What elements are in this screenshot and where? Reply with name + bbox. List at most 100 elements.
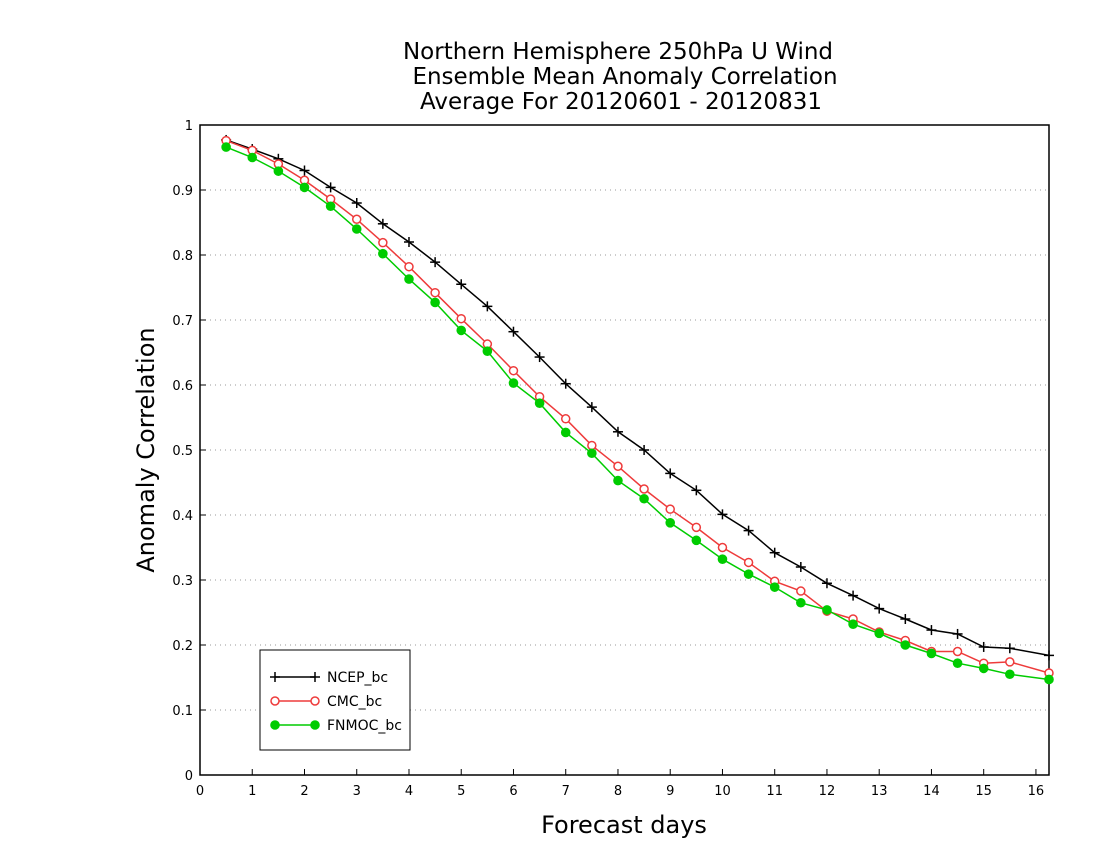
data-point-NCEP_bc-30: [1004, 643, 1015, 654]
x-tick-label-16: 16: [1028, 784, 1045, 799]
x-tick-label-8: 8: [614, 784, 622, 799]
legend-marker-CMC_bc-start: [270, 696, 280, 706]
data-point-FNMOC_bc-26: [900, 640, 911, 650]
data-point-CMC_bc-30: [1005, 657, 1015, 667]
y-tick-label-3: 0.3: [172, 574, 193, 589]
data-point-NCEP_bc-23: [821, 578, 832, 589]
x-tick-label-1: 1: [248, 784, 256, 799]
data-point-FNMOC_bc-14: [587, 448, 597, 459]
data-point-FNMOC_bc-10: [482, 346, 493, 357]
x-tick-label-5: 5: [457, 784, 465, 799]
x-tick-label-0: 0: [196, 784, 204, 799]
legend-marker-NCEP_bc-end: [310, 672, 320, 682]
series-line-CMC_bc: [225, 139, 1050, 674]
y-tick-label-7: 0.7: [172, 314, 193, 329]
data-point-FNMOC_bc-13: [560, 427, 571, 438]
data-point-FNMOC_bc-15: [613, 475, 623, 486]
data-point-NCEP_bc-8: [430, 257, 441, 268]
y-axis-ticks: 0 0.1 0.2 0.3 0.4 0.5 0.6 0.7 0.8 0.9 1: [172, 119, 206, 784]
data-point-FNMOC_bc-19: [717, 554, 728, 565]
grid-lines: [200, 189, 1049, 711]
legend-label-CMC_bc: CMC_bc: [327, 694, 382, 710]
x-axis-ticks: 0 1 2 3 4 5 6 7 8 9 10 11 12 13 14 15 16: [196, 769, 1044, 799]
data-point-CMC_bc-8: [430, 287, 440, 298]
x-tick-label-6: 6: [509, 784, 517, 799]
data-point-FNMOC_bc-1: [247, 152, 258, 163]
data-point-FNMOC_bc-18: [691, 535, 702, 546]
data-point-FNMOC_bc-21: [769, 582, 780, 592]
data-point-NCEP_bc-3: [299, 165, 310, 176]
series-FNMOC_bc: [221, 142, 1054, 685]
data-point-NCEP_bc-19: [717, 509, 728, 520]
x-tick-label-3: 3: [353, 784, 361, 799]
data-point-CMC_bc-22: [796, 586, 806, 596]
data-point-FNMOC_bc-9: [456, 325, 467, 336]
x-tick-label-11: 11: [766, 784, 783, 799]
data-point-NCEP_bc-27: [926, 625, 937, 636]
data-point-FNMOC_bc-2: [273, 166, 284, 176]
chart-title: Northern Hemisphere 250hPa U Wind Ensemb…: [403, 39, 838, 115]
legend-marker-FNMOC_bc-start: [270, 720, 280, 730]
data-point-FNMOC_bc-16: [639, 493, 649, 504]
y-tick-label-5: 0.5: [172, 444, 193, 459]
data-point-FNMOC_bc-17: [665, 518, 676, 528]
data-point-CMC_bc-17: [665, 504, 675, 514]
legend-box: [259, 649, 411, 751]
data-point-NCEP_bc-22: [795, 562, 806, 572]
data-point-NCEP_bc-9: [456, 279, 467, 290]
legend-item-CMC_bc: CMC_bc: [270, 694, 382, 710]
y-tick-label-9: 0.9: [172, 184, 193, 199]
data-point-FNMOC_bc-7: [404, 274, 414, 284]
x-axis-title: Forecast days: [541, 811, 707, 839]
data-point-NCEP_bc-24: [848, 590, 859, 601]
x-tick-label-4: 4: [405, 784, 413, 799]
data-point-FNMOC_bc-27: [926, 648, 937, 659]
data-point-NCEP_bc-4: [325, 182, 336, 193]
y-tick-label-0: 0: [185, 769, 193, 784]
data-point-FNMOC_bc-8: [430, 297, 440, 308]
data-point-CMC_bc-9: [456, 313, 466, 324]
data-point-FNMOC_bc-22: [796, 597, 806, 608]
data-point-NCEP_bc-29: [978, 641, 989, 652]
data-point-FNMOC_bc-0: [221, 142, 231, 152]
data-point-NCEP_bc-28: [952, 628, 963, 639]
data-point-NCEP_bc-18: [691, 485, 702, 496]
legend-marker-CMC_bc-end: [310, 696, 320, 706]
data-point-NCEP_bc-10: [482, 301, 493, 312]
data-point-NCEP_bc-15: [612, 426, 623, 437]
data-point-NCEP_bc-26: [900, 614, 911, 624]
legend-marker-FNMOC_bc-end: [310, 720, 320, 730]
chart-title-line-1: Northern Hemisphere 250hPa U Wind: [403, 39, 833, 65]
data-point-NCEP_bc-7: [403, 237, 414, 247]
data-point-NCEP_bc-17: [665, 468, 676, 479]
data-point-FNMOC_bc-3: [299, 182, 310, 193]
legend-item-NCEP_bc: NCEP_bc: [270, 670, 388, 686]
data-point-CMC_bc-16: [639, 484, 649, 494]
x-tick-label-2: 2: [300, 784, 308, 799]
data-point-CMC_bc-6: [378, 237, 388, 248]
x-tick-label-14: 14: [923, 784, 940, 799]
data-point-FNMOC_bc-4: [325, 201, 336, 212]
data-point-NCEP_bc-31: [1044, 650, 1054, 661]
series-layer: [221, 134, 1054, 685]
legend-items: NCEP_bc CMC_bc FNMOC_bc: [270, 670, 402, 734]
data-point-CMC_bc-14: [587, 440, 597, 451]
y-tick-label-1: 0.1: [172, 704, 193, 719]
data-point-NCEP_bc-16: [639, 445, 650, 455]
data-point-NCEP_bc-25: [874, 603, 885, 614]
data-point-NCEP_bc-21: [769, 547, 780, 558]
series-NCEP_bc: [221, 134, 1054, 661]
data-point-NCEP_bc-11: [508, 326, 519, 337]
series-line-NCEP_bc: [225, 139, 1050, 657]
data-point-CMC_bc-28: [952, 646, 963, 657]
series-CMC_bc: [221, 135, 1054, 678]
chart-title-line-2: Ensemble Mean Anomaly Correlation: [412, 64, 837, 90]
y-tick-label-4: 0.4: [172, 509, 193, 524]
x-tick-label-12: 12: [819, 784, 836, 799]
y-tick-label-2: 0.2: [172, 639, 193, 654]
data-point-CMC_bc-20: [743, 557, 754, 568]
data-point-FNMOC_bc-29: [978, 663, 989, 674]
data-point-FNMOC_bc-20: [743, 569, 754, 579]
y-tick-label-10: 1: [185, 119, 193, 134]
